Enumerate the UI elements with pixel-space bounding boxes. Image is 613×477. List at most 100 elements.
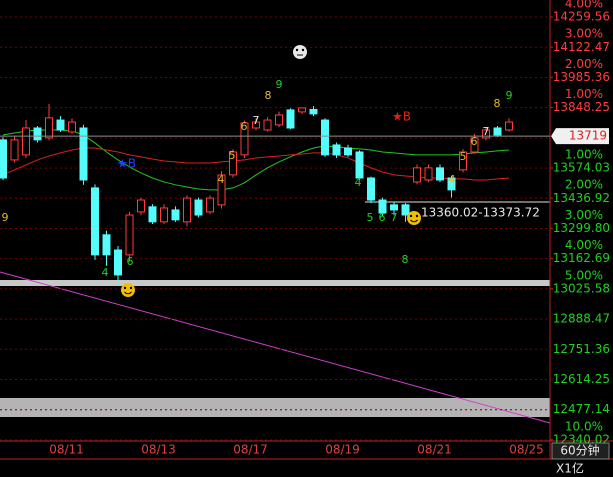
face-icon [407, 211, 421, 225]
y2-tick-label: 4.00% [565, 238, 603, 252]
x-tick-label: 08/13 [141, 443, 176, 457]
td-count: 9 [2, 211, 9, 224]
candle-body [286, 109, 295, 129]
td-count: 6 [471, 135, 478, 148]
candle-body [137, 199, 145, 213]
candle-body [10, 139, 19, 161]
td-count: 9 [506, 89, 513, 102]
td-count: 7 [253, 114, 260, 127]
candle-body [22, 127, 30, 156]
scale-label: X1亿 [556, 461, 584, 476]
x-tick-label: 08/25 [509, 443, 544, 457]
candle-body [321, 119, 329, 156]
td-count: 6 [241, 120, 248, 133]
candle-body [482, 129, 490, 139]
y-tick-label: 13574.03 [553, 161, 610, 175]
candle-body [229, 151, 237, 176]
y-tick-label: 13299.80 [553, 221, 610, 235]
y2-tick-label: 2.00% [565, 178, 603, 192]
candle-body [206, 197, 214, 213]
y2-tick-label: 10.0% [565, 419, 603, 433]
td-count: 8 [265, 89, 272, 102]
y-tick-label: 12477.14 [553, 402, 610, 416]
candle-body [447, 177, 456, 191]
td-count: 5 [367, 211, 374, 224]
candle-body [0, 139, 7, 179]
y-tick-label: 13436.92 [553, 191, 610, 205]
signal-label: ★B [117, 157, 136, 171]
candle-body [344, 147, 352, 156]
signal-label: ★B [392, 110, 411, 124]
current-price-label: 13719 [569, 129, 607, 143]
current-price-box [551, 128, 609, 145]
candle-body [424, 167, 433, 181]
candle-body [148, 206, 157, 223]
candle-body [160, 207, 168, 223]
y2-tick-label: 1.00% [565, 147, 603, 161]
td-count: 5 [460, 150, 467, 163]
candle-body [390, 204, 398, 211]
labels: 14259.5614122.4713985.3613848.2513711.14… [2, 0, 611, 457]
face-icon [121, 283, 135, 297]
candle-body [79, 127, 88, 181]
td-count: 6 [127, 255, 134, 268]
y-tick-label: 12888.47 [553, 312, 610, 326]
td-count: 4 [102, 266, 109, 279]
candle-body [275, 114, 283, 126]
range-label: 13360.02-13373.72 [421, 206, 540, 220]
candle-body [45, 117, 53, 139]
candle-body [240, 122, 249, 156]
candle-body [33, 127, 42, 141]
td-count: 4 [355, 176, 362, 189]
td-count: 7 [483, 125, 490, 138]
trend-line [0, 271, 551, 424]
candle-body [332, 144, 341, 156]
x-tick-label: 08/19 [325, 443, 360, 457]
td-count: 7 [391, 211, 398, 224]
td-count: 5 [229, 149, 236, 162]
candle-body [378, 199, 387, 214]
candle-body [114, 249, 122, 276]
plot [0, 103, 550, 285]
candle-body [183, 197, 191, 223]
candle-body [309, 108, 318, 115]
y-tick-label: 13025.58 [553, 281, 610, 295]
x-tick-label: 08/21 [417, 443, 452, 457]
candle-body [459, 151, 467, 171]
candle-body [171, 209, 180, 221]
y2-tick-label: 2.00% [565, 57, 603, 71]
y2-tick-label: 1.00% [565, 87, 603, 101]
candle-body [68, 121, 76, 133]
candle-body [217, 174, 226, 206]
td-count: 6 [379, 211, 386, 224]
td-count: 4 [218, 173, 225, 186]
y2-tick-label: 3.00% [565, 27, 603, 41]
y2-tick-label: 5.00% [565, 268, 603, 282]
candle-body [401, 204, 410, 216]
td-count: 4 [449, 173, 456, 186]
candle-body [298, 107, 306, 113]
highlight-band [0, 280, 550, 286]
period-box[interactable] [551, 442, 610, 460]
y-tick-label: 14122.47 [553, 40, 610, 54]
x-tick-label: 08/17 [233, 443, 268, 457]
candle-body [56, 119, 65, 131]
candle-body [367, 177, 375, 201]
candle-body [493, 127, 502, 136]
y-tick-label: 14259.56 [553, 10, 610, 24]
td-count: 8 [494, 97, 501, 110]
candle-body [252, 121, 260, 129]
candle-body [470, 137, 479, 153]
td-count: 9 [276, 78, 283, 91]
period-label[interactable]: 60分钟 [560, 443, 599, 458]
candle-body [125, 214, 134, 256]
y-tick-label: 13985.36 [553, 70, 610, 84]
face-icon [293, 45, 307, 59]
candle-body [91, 187, 99, 256]
candle-body [413, 167, 421, 183]
y-tick-label: 12614.25 [553, 372, 610, 386]
td-count: 8 [402, 253, 409, 266]
